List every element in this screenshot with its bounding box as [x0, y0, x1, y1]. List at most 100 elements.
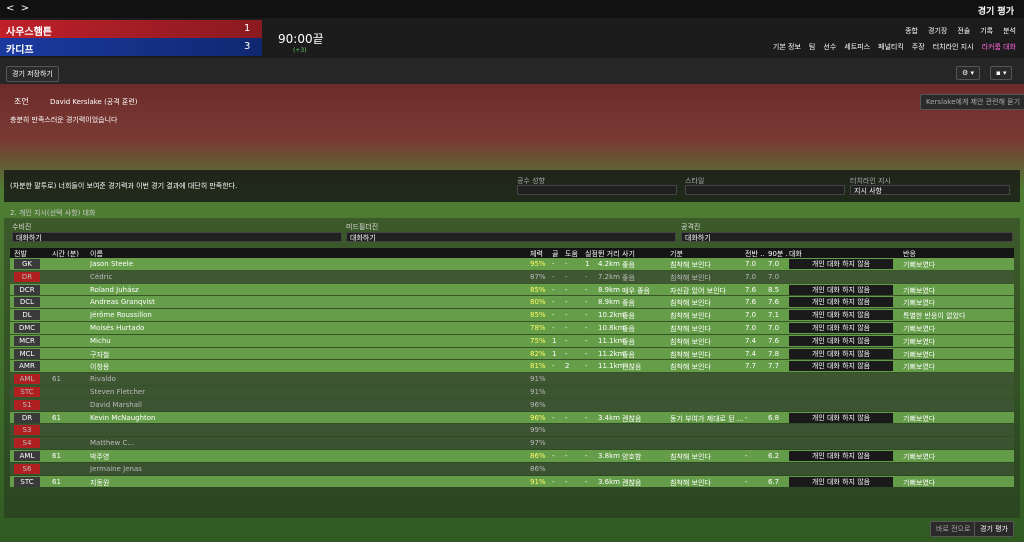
- player-row[interactable]: MCL 구자철 82% 1- -11.2km 좋음 침착해 보인다 7.4 7.8 개인 대화 하…: [10, 347, 1014, 360]
- cell: DMC: [14, 323, 40, 333]
- submenu-item[interactable]: 선수: [823, 43, 837, 51]
- cell: Steven Fletcher: [90, 388, 146, 396]
- cell: Roland Juhász: [90, 285, 139, 294]
- chat-button[interactable]: ▪ ▾: [990, 66, 1013, 80]
- player-row[interactable]: DL Jérôme Roussillon 85% - - -10.2km 좋음 침착해 보인다…: [10, 309, 1014, 321]
- cell: 6.7: [768, 477, 780, 486]
- cell[interactable]: 개인 대화 하지 않음: [789, 259, 893, 269]
- cell: 7.0: [768, 260, 780, 268]
- column-header[interactable]: 대화: [789, 250, 802, 258]
- cell[interactable]: 개인 대화 하지 않음: [789, 451, 893, 461]
- cell: Jason Steele: [90, 260, 133, 268]
- advice-text: 충분히 만족스러운 경기력이었습니다: [10, 116, 118, 124]
- cell: -: [565, 260, 568, 268]
- group-dropdown[interactable]: 대화하기: [346, 232, 676, 242]
- player-row[interactable]: DCR Roland Juhász 85% - - -8.9km 매우 좋음 자신감 있어 보…: [10, 283, 1014, 296]
- settings-button[interactable]: ⚙ ▾: [956, 66, 981, 80]
- ask-button[interactable]: Kerslake에게 제안 관련해 묻기: [920, 94, 1024, 110]
- nav-arrows[interactable]: < >: [6, 3, 30, 14]
- column-header[interactable]: 시간 (분): [52, 250, 80, 258]
- cell[interactable]: 개인 대화 하지 않음: [789, 476, 893, 487]
- group-dropdown[interactable]: 대화하기: [12, 232, 342, 242]
- option-dropdown[interactable]: 지시 사항: [850, 185, 1010, 195]
- cell: 7.6: [745, 285, 757, 294]
- submenu-item[interactable]: 기본 정보: [772, 43, 801, 51]
- menu-item[interactable]: 분석: [1003, 27, 1016, 35]
- column-header[interactable]: 사기: [622, 250, 635, 258]
- menu-item[interactable]: 전술: [957, 27, 971, 35]
- player-row[interactable]: S6 Jermaine Jenas 86%: [10, 462, 1014, 475]
- cell: 61: [52, 413, 61, 422]
- player-row[interactable]: AMR 이청용 81% -2-11.1km 괜찮음 침착해 보인다 7.7 7.7 개인 대화 …: [10, 360, 1014, 373]
- player-row[interactable]: AML 61 박주영 86% - - -3.8km 양호함 침착해 보인다 -6.2 개인 대화 하…: [10, 450, 1014, 462]
- column-header[interactable]: 실점: [585, 250, 597, 258]
- player-row[interactable]: DCL Andreas Granqvist 80% - - -8.9km 좋음 침착해 보인다…: [10, 296, 1014, 309]
- cell[interactable]: 개인 대화 하지 않음: [789, 335, 893, 346]
- group-label: 공격진: [681, 223, 701, 231]
- cell[interactable]: 개인 대화 하지 않음: [789, 284, 893, 295]
- menu-item[interactable]: 경기장: [928, 27, 948, 35]
- submenu-item[interactable]: 터치라인 지시: [932, 43, 974, 51]
- column-header[interactable]: 전반 ...: [745, 250, 765, 258]
- cell[interactable]: 개인 대화 하지 않음: [789, 323, 893, 333]
- player-row[interactable]: MCR Michu 75% 1- -11.1km 좋음 침착해 보인다 7.4 7.6 개인 대화…: [10, 334, 1014, 347]
- submenu-item[interactable]: 세트피스: [844, 43, 871, 51]
- option-dropdown[interactable]: [517, 185, 677, 195]
- player-row[interactable]: DR 61 Kevin McNaughton 96% - - -3.4km 괜찮음 동기 부여가…: [10, 411, 1014, 424]
- back-button[interactable]: 바로 전으로: [930, 521, 977, 537]
- cell[interactable]: 개인 대화 하지 않음: [789, 297, 893, 308]
- column-header[interactable]: 전발: [14, 250, 27, 258]
- player-row[interactable]: S3 99%: [10, 424, 1014, 437]
- cell: 박주영: [90, 453, 110, 461]
- player-row[interactable]: STC 61 지동원 91% - - -3.6km 괜찮음 침착해 보인다 -6.7 개인 대화 하…: [10, 475, 1014, 488]
- menu-item[interactable]: 종합: [905, 27, 918, 35]
- player-row[interactable]: GK Jason Steele 95% - -1 4.2km 좋음 침착해 보인다 7.0 7.0…: [10, 258, 1014, 270]
- save-button[interactable]: 경기 저장하기: [6, 66, 59, 82]
- cell: -: [552, 413, 555, 422]
- cell: 8.9km: [598, 298, 621, 307]
- player-row[interactable]: DMC Moisés Hurtado 78% - - -10.8km 좋음 침착해 보인다 7.…: [10, 322, 1014, 334]
- cell: 7.0: [768, 272, 780, 281]
- player-row[interactable]: S1 David Marshall 96%: [10, 398, 1014, 411]
- group-dropdown[interactable]: 대화하기: [681, 232, 1013, 242]
- cell: STC: [14, 476, 40, 487]
- submenu-item[interactable]: 팀: [808, 43, 816, 51]
- player-row[interactable]: AML 61 Rivaldo 91%: [10, 373, 1014, 385]
- column-header[interactable]: 기분: [670, 250, 683, 258]
- submenu-item[interactable]: 페널티킥: [878, 43, 904, 51]
- cell: DCL: [14, 297, 40, 308]
- advice-person[interactable]: David Kerslake (공격 훈련): [50, 98, 138, 106]
- cell: 7.0: [745, 311, 757, 320]
- submenu-item[interactable]: 라커룸 대화: [981, 43, 1016, 51]
- player-row[interactable]: DR Cédric 87% - - -7.2km 좋음 침착해 보인다 7.0 7.0: [10, 270, 1014, 283]
- cell: S4: [14, 438, 40, 449]
- column-header[interactable]: 뛴 거리: [598, 250, 620, 258]
- column-header[interactable]: 도움: [565, 250, 578, 258]
- cell: 기뻐보였다: [903, 299, 936, 308]
- cell[interactable]: 개인 대화 하지 않음: [789, 412, 893, 423]
- option-label: 공수 성향: [517, 177, 545, 185]
- cell: AMR: [14, 361, 40, 372]
- column-header[interactable]: 체력: [530, 250, 543, 258]
- column-header[interactable]: 반응: [903, 250, 916, 258]
- cell: 침착해 보인다: [670, 337, 711, 346]
- column-header[interactable]: 골: [552, 250, 559, 258]
- column-header[interactable]: 이름: [90, 250, 103, 258]
- option-dropdown[interactable]: [685, 185, 845, 195]
- cell: 좋음: [622, 312, 635, 321]
- cell: 매우 좋음: [622, 286, 650, 295]
- cell: -: [585, 272, 588, 281]
- column-header[interactable]: 90분 ...: [768, 250, 788, 258]
- player-row[interactable]: STC Steven Fletcher 91%: [10, 386, 1014, 398]
- submenu-item[interactable]: 주장: [911, 43, 925, 51]
- cell: 지동원: [90, 478, 110, 487]
- menu-item[interactable]: 기록: [980, 27, 994, 35]
- player-row[interactable]: S4 Matthew C... 97%: [10, 437, 1014, 449]
- cell[interactable]: 개인 대화 하지 않음: [789, 310, 893, 321]
- continue-button[interactable]: 경기 평가: [974, 521, 1014, 537]
- cell: 기뻐보였다: [903, 414, 936, 423]
- cell: 96%: [530, 413, 546, 422]
- cell[interactable]: 개인 대화 하지 않음: [789, 348, 893, 359]
- cell[interactable]: 개인 대화 하지 않음: [789, 361, 893, 372]
